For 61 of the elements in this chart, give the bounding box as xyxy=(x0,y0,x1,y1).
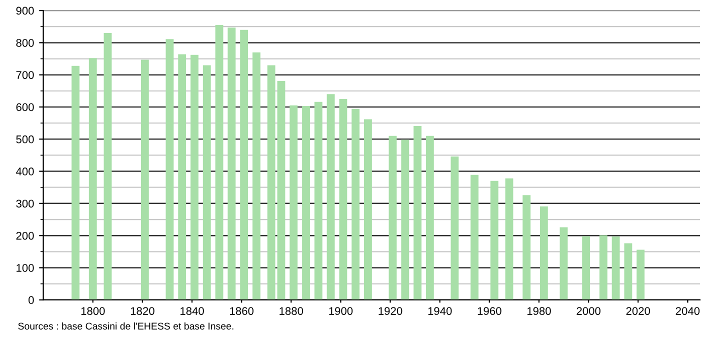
bar xyxy=(277,80,286,300)
x-tick-label: 2020 xyxy=(626,307,650,315)
y-tick-label: 800 xyxy=(16,38,34,47)
x-tick-label: 1940 xyxy=(428,307,452,315)
bar xyxy=(624,243,632,300)
bar xyxy=(401,140,410,300)
bar xyxy=(252,52,260,300)
bar xyxy=(582,236,590,300)
bar xyxy=(470,174,478,300)
bar xyxy=(599,235,608,300)
bar xyxy=(426,136,434,300)
y-tick-label: 200 xyxy=(16,232,34,240)
x-tick-label: 1860 xyxy=(230,307,254,315)
bar xyxy=(636,250,645,300)
bar xyxy=(178,54,186,300)
bar xyxy=(505,178,514,300)
x-tick-label: 1800 xyxy=(81,307,105,315)
bar xyxy=(339,98,348,300)
x-tick-label: 1900 xyxy=(329,307,353,315)
bar xyxy=(104,33,112,300)
bar xyxy=(88,58,97,300)
bar xyxy=(314,102,322,300)
bar xyxy=(302,106,310,300)
bar xyxy=(202,65,211,300)
bar xyxy=(166,39,174,300)
x-tick-label: 2000 xyxy=(576,307,600,315)
bar xyxy=(228,28,236,300)
bar xyxy=(490,180,498,300)
bar xyxy=(72,66,80,300)
bar xyxy=(267,65,276,300)
x-tick-label: 1820 xyxy=(130,307,154,315)
bar xyxy=(522,195,531,300)
bar xyxy=(540,206,548,300)
bar xyxy=(352,108,360,300)
x-tick-label: 1880 xyxy=(280,307,304,315)
bar xyxy=(190,54,198,300)
x-tick-label: 1840 xyxy=(180,307,204,315)
x-tick-label: 1920 xyxy=(378,307,402,315)
x-tick-label: 1980 xyxy=(527,307,551,315)
bar xyxy=(450,156,459,300)
bar xyxy=(326,94,335,300)
x-tick-label: 1960 xyxy=(478,307,502,315)
source-note: Sources : base Cassini de l'EHESS et base Insee. xyxy=(18,322,234,330)
y-tick-label: 0 xyxy=(28,296,34,304)
bar xyxy=(388,136,397,300)
bar xyxy=(414,126,422,300)
y-tick-label: 400 xyxy=(16,168,34,176)
bar xyxy=(364,119,372,300)
x-tick-label: 2040 xyxy=(676,307,700,315)
y-tick-label: 100 xyxy=(16,264,34,272)
y-tick-label: 700 xyxy=(16,71,34,79)
bar xyxy=(560,227,568,300)
bar xyxy=(215,25,224,300)
y-tick-label: 900 xyxy=(16,6,34,15)
bar xyxy=(240,30,248,300)
y-tick-label: 600 xyxy=(16,103,34,112)
bar xyxy=(612,236,620,300)
bar xyxy=(290,105,298,300)
y-tick-label: 500 xyxy=(16,135,34,144)
bar xyxy=(140,60,149,300)
y-tick-label: 300 xyxy=(16,200,34,208)
